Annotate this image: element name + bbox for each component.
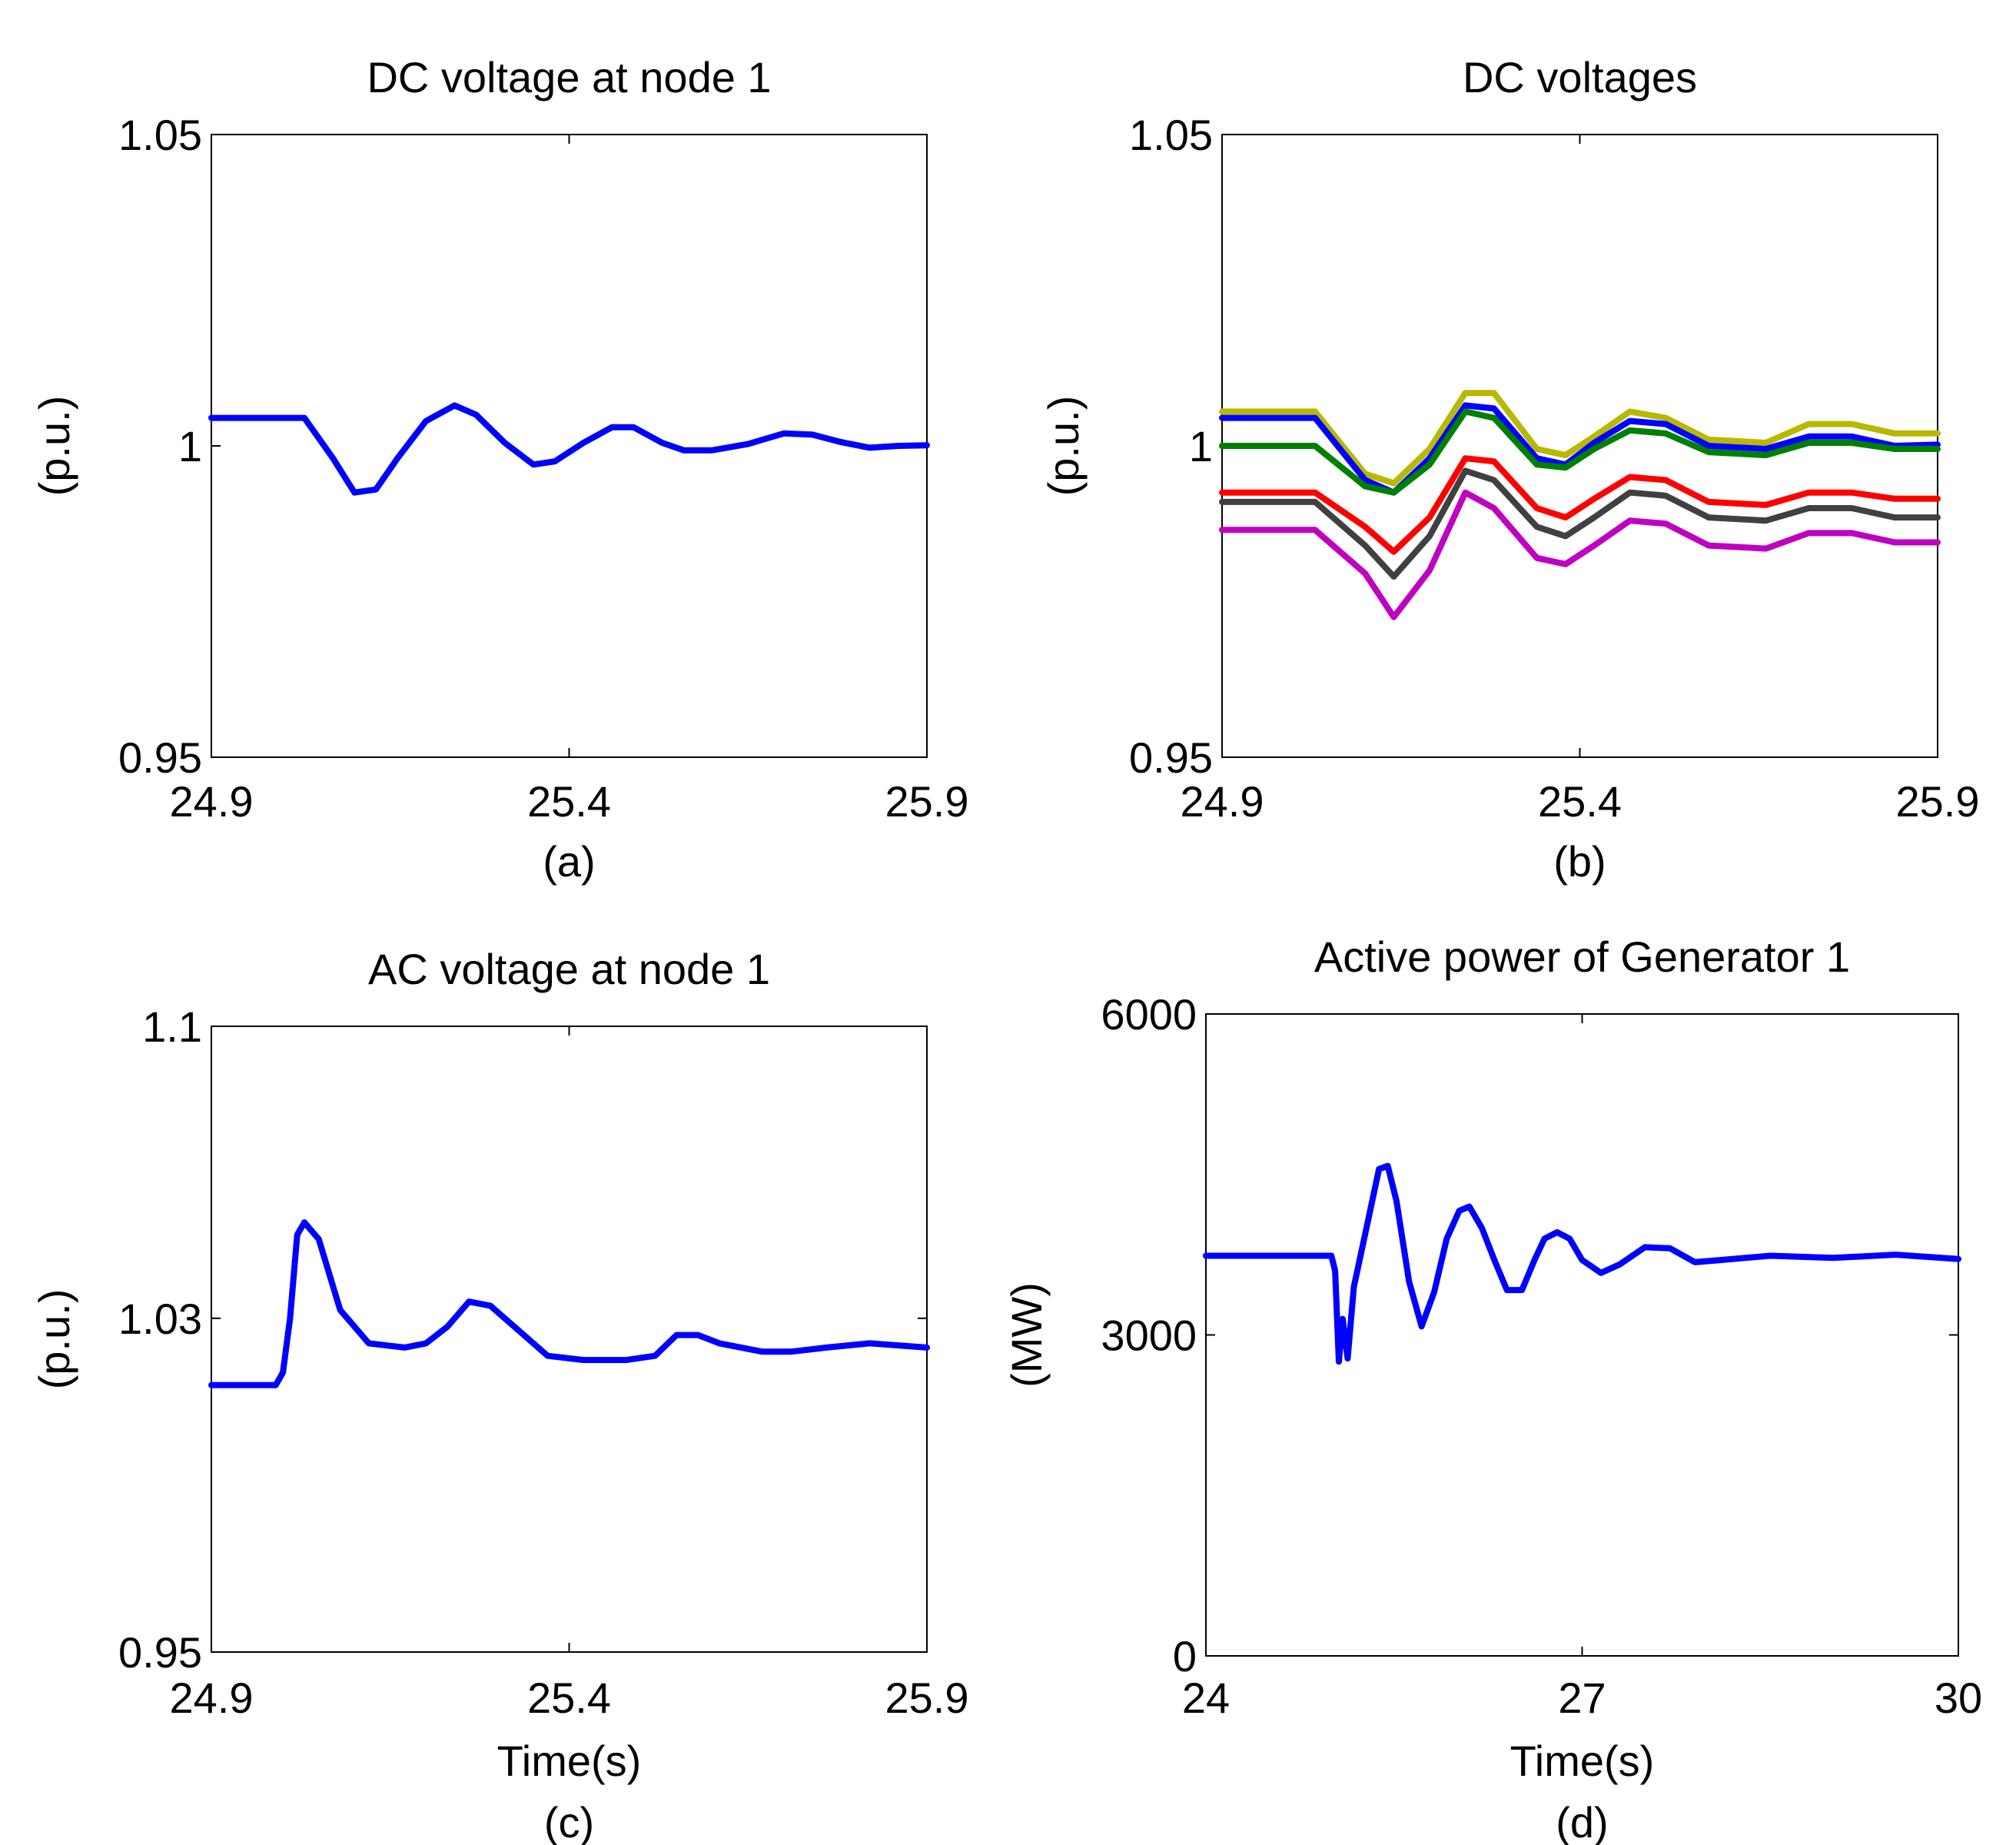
series-line-yellow	[1219, 390, 1941, 487]
x-axis-label: Time(s)	[497, 1737, 642, 1785]
panel-caption: (b)	[1553, 837, 1606, 886]
chart-title: DC voltages	[1463, 53, 1697, 101]
y-tick-label: 0.95	[1129, 733, 1213, 782]
y-tick-label: 1	[178, 422, 202, 470]
panel-dc-voltage-node-1: DC voltage at node 1 24.9 25.4 25.9 0.95 1 1.0…	[30, 53, 969, 886]
chart-title: Active power of Generator 1	[1314, 932, 1850, 981]
panel-ac-voltage-node-1: AC voltage at node 1 24.9 25.4 25.9 0.95 1.03…	[30, 945, 969, 1845]
x-tick-label: 25.4	[1538, 777, 1622, 826]
y-tick-label: 1.05	[118, 111, 202, 159]
chart-title: DC voltage at node 1	[367, 53, 771, 101]
y-tick-label: 6000	[1101, 990, 1197, 1039]
y-axis-label: (p.u.)	[1039, 396, 1088, 497]
x-tick-label: 25.4	[527, 1674, 611, 1722]
panel-caption: (c)	[544, 1798, 594, 1845]
x-axis-label: Time(s)	[1510, 1737, 1655, 1785]
y-tick-label: 1	[1189, 422, 1213, 470]
x-tick-label: 25.9	[1896, 777, 1980, 826]
x-tick-label: 25.4	[527, 777, 611, 826]
series-line-magenta	[1219, 489, 1941, 620]
panel-caption: (a)	[543, 837, 595, 886]
x-tick-label: 25.9	[885, 777, 969, 826]
plot-frame	[1205, 1013, 1959, 1657]
y-tick-label: 1.1	[142, 1002, 202, 1051]
plot-frame	[211, 134, 928, 758]
y-tick-label: 1.03	[118, 1295, 202, 1343]
series-line-node-1	[208, 402, 930, 496]
x-tick-label: 25.9	[885, 1674, 969, 1722]
y-tick-label: 0	[1173, 1632, 1197, 1680]
panel-dc-voltages: DC voltages 24.9 25.4 25.9 0.95 1 1.05 (p.u.) (b…	[1039, 53, 1980, 886]
y-axis-label: (p.u.)	[30, 396, 78, 497]
series-line-generator-1	[1203, 1162, 1961, 1365]
x-tick-label: 24.9	[170, 777, 254, 826]
series-line-node-1	[208, 1219, 930, 1388]
x-tick-label: 30	[1935, 1674, 1982, 1722]
panel-caption: (d)	[1556, 1798, 1608, 1845]
chart-title: AC voltage at node 1	[368, 945, 770, 993]
y-tick-label: 1.05	[1129, 111, 1213, 159]
series-line-green	[1219, 408, 1941, 496]
x-tick-label: 24.9	[1181, 777, 1264, 826]
x-tick-label: 24.9	[170, 1674, 254, 1722]
y-tick-label: 0.95	[118, 1628, 202, 1677]
plot-frame	[211, 1026, 928, 1653]
panel-active-power-generator-1: Active power of Generator 1 24 27 30 0 3000 60…	[1002, 932, 1982, 1845]
x-tick-label: 27	[1558, 1674, 1606, 1722]
y-tick-label: 0.95	[118, 733, 202, 782]
x-tick-label: 24	[1182, 1674, 1230, 1722]
y-axis-label: (MW)	[1002, 1282, 1051, 1388]
series-line-red	[1219, 455, 1941, 555]
y-tick-label: 3000	[1101, 1311, 1197, 1360]
y-axis-label: (p.u.)	[30, 1289, 78, 1390]
series-line-dark-gray	[1219, 467, 1941, 580]
